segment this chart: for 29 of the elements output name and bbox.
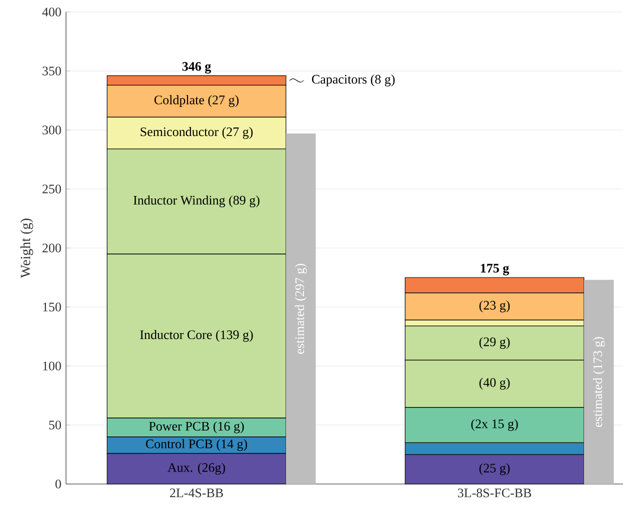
total-label: 346 g	[182, 62, 212, 74]
data-label: Inductor Winding (89 g)	[134, 195, 260, 208]
data-label: (40 g)	[479, 378, 510, 390]
data-label: (2x 15 g)	[471, 419, 518, 431]
data-label: Semiconductor (27 g)	[140, 127, 253, 139]
y-tick-label: 150	[43, 302, 61, 312]
data-label: estimated (297 g)	[294, 264, 307, 354]
data-label: Coldplate (27 g)	[154, 95, 239, 108]
y-tick-label: 250	[42, 184, 61, 194]
data-label: Inductor Core (139 g)	[140, 330, 253, 342]
y-tick-label: 50	[49, 420, 61, 430]
y-tick-label: 200	[42, 244, 61, 252]
y-tick-label: 300	[42, 126, 61, 134]
total-label: 175 g	[480, 264, 510, 276]
annotation: Capacitors (8 g)	[312, 74, 395, 86]
y-tick-label: 0	[55, 480, 61, 488]
data-label: (23 g)	[479, 300, 510, 312]
y-axis-title: Weight (g)	[20, 218, 34, 278]
data-label: Power PCB (16 g)	[149, 421, 244, 434]
data-label: estimated (173 g)	[592, 336, 605, 427]
data-label: (25 g)	[479, 463, 510, 476]
x-tick-label: 2L-4S-BB	[170, 488, 223, 498]
data-label: Control PCB (14 g)	[146, 439, 248, 451]
x-tick-label: 3L-8S-FC-BB	[458, 488, 532, 498]
y-tick-label: 100	[43, 362, 61, 370]
y-tick-label: 400	[42, 8, 61, 16]
data-label: (29 g)	[479, 337, 510, 349]
data-label: Aux. (26g)	[168, 462, 226, 475]
y-tick-label: 350	[42, 66, 61, 76]
